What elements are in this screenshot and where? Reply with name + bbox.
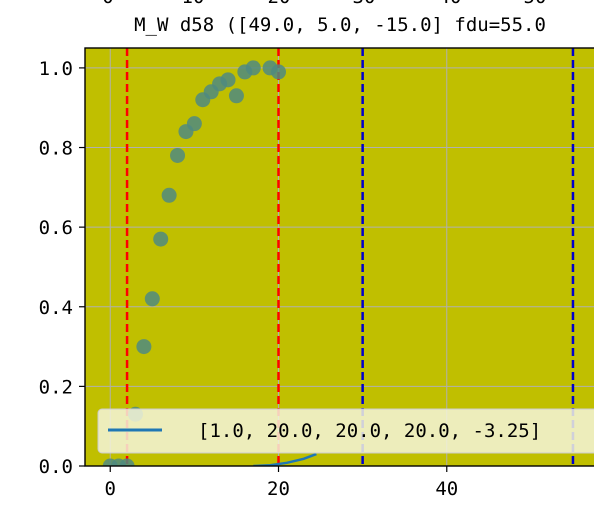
scatter-point [271,64,287,80]
top-tick-label: 50 [524,0,547,8]
scatter-point [161,187,177,203]
top-tick-label: 10 [182,0,205,8]
y-tick-label: 0.6 [39,217,73,239]
y-tick-label: 0.4 [39,297,73,319]
top-tick-label: 0 [102,0,113,8]
scatter-point [144,291,160,307]
x-tick-label: 40 [435,478,458,500]
legend: [1.0, 20.0, 20.0, 20.0, -3.25] [97,408,594,454]
plot-background [85,48,594,466]
plot-marks [102,48,575,466]
x-tick-label: 0 [105,478,116,500]
y-tick-label: 0.8 [39,138,73,160]
scatter-point [170,147,186,163]
y-tick-label: 1.0 [39,58,73,80]
scatter-point [220,72,236,88]
legend-entry-label: [1.0, 20.0, 20.0, 20.0, -3.25] [198,420,541,442]
plot-frame [84,47,594,467]
y-tick-label: 0.0 [39,456,73,478]
chart-title: M_W d58 ([49.0, 5.0, -15.0] fdu=55.0 [134,14,546,36]
scatter-point [228,88,244,104]
scatter-point [119,458,135,466]
scatter-point [136,339,152,355]
scatter-point [153,231,169,247]
top-tick-label: 30 [353,0,376,8]
scatter-point [245,60,261,76]
axis-ticks: 0 20 40 0.0 0.2 0.4 0.6 0.8 1.0 [39,58,459,500]
top-tick-labels: 0 10 20 30 40 50 [102,0,546,8]
legend-box [97,408,594,454]
x-tick-label: 20 [267,478,290,500]
top-tick-label: 40 [439,0,462,8]
scatter-point [186,116,202,132]
top-tick-label: 20 [268,0,291,8]
y-tick-label: 0.2 [39,376,73,398]
